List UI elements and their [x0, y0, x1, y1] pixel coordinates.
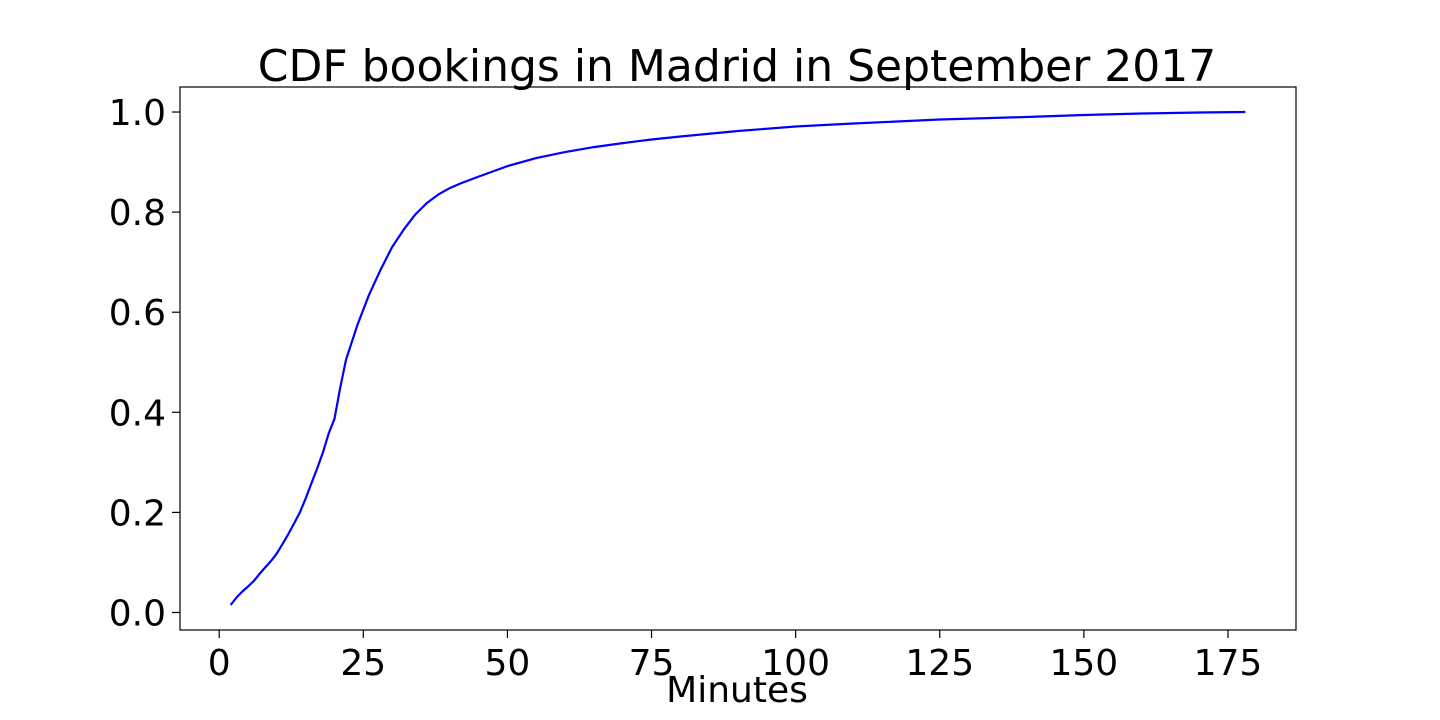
y-tick-label: 0.8 [109, 193, 166, 234]
plot-frame [179, 86, 1297, 631]
y-tick-label: 0.0 [109, 593, 166, 634]
y-tick-label: 0.6 [109, 293, 166, 334]
x-tick-label: 175 [1194, 643, 1263, 684]
y-tick-label: 0.2 [109, 493, 166, 534]
x-axis-label: Minutes [666, 670, 808, 711]
x-tick-label: 150 [1050, 643, 1119, 684]
x-tick-label: 75 [629, 643, 675, 684]
y-tick-label: 1.0 [109, 93, 166, 134]
chart-title: CDF bookings in Madrid in September 2017 [258, 41, 1217, 92]
series-group [229, 110, 1246, 606]
x-axis-ticks: 0 25 50 75 100 125 150 175 [208, 630, 1263, 684]
x-tick-label: 25 [340, 643, 386, 684]
y-axis-ticks: 0.0 0.2 0.4 0.6 0.8 1.0 [109, 93, 180, 634]
cdf-series-line [229, 110, 1246, 606]
x-tick-label: 50 [485, 643, 531, 684]
x-tick-label: 125 [905, 643, 974, 684]
x-tick-label: 100 [761, 643, 830, 684]
y-tick-label: 0.4 [109, 393, 166, 434]
x-tick-label: 0 [208, 643, 231, 684]
